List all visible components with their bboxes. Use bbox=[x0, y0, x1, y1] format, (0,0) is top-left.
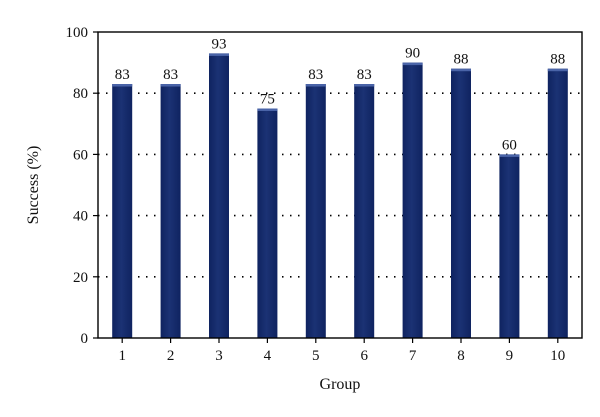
bar-cap bbox=[305, 84, 326, 87]
data-labels: 83 83 93 75 83 83 90 88 60 88 bbox=[115, 36, 566, 153]
bar-cap bbox=[160, 84, 181, 87]
data-label: 88 bbox=[454, 52, 469, 68]
bar bbox=[402, 62, 423, 338]
x-tick-label: 9 bbox=[506, 348, 514, 364]
bar bbox=[160, 84, 181, 339]
bar-cap bbox=[402, 62, 423, 66]
x-tick-label: 6 bbox=[360, 348, 368, 364]
bar-cap bbox=[112, 84, 133, 87]
data-label: 90 bbox=[405, 46, 420, 62]
data-label: 83 bbox=[115, 67, 130, 83]
y-tick-label: 60 bbox=[73, 147, 88, 163]
bars bbox=[112, 53, 568, 339]
plot-frame bbox=[97, 31, 583, 339]
data-label: 75 bbox=[260, 92, 275, 108]
bar-cap bbox=[451, 68, 471, 72]
bar bbox=[354, 84, 375, 339]
x-tick-label: 1 bbox=[118, 348, 126, 364]
data-label: 83 bbox=[163, 67, 178, 83]
data-label: 60 bbox=[502, 137, 517, 153]
bar-cap bbox=[547, 68, 568, 72]
x-tick-label: 8 bbox=[457, 348, 465, 364]
x-tick-label: 5 bbox=[312, 348, 320, 364]
x-tick-label: 4 bbox=[264, 348, 272, 364]
y-tick-label: 0 bbox=[81, 331, 89, 347]
y-tick-label: 20 bbox=[73, 270, 88, 286]
data-label: 83 bbox=[357, 67, 372, 83]
bar-cap bbox=[257, 108, 278, 111]
x-tick-label: 3 bbox=[215, 348, 223, 364]
y-tick-label: 100 bbox=[66, 25, 89, 41]
bar-cap bbox=[354, 84, 375, 87]
x-tick-label: 7 bbox=[409, 348, 417, 364]
bar bbox=[257, 108, 278, 338]
bar-cap bbox=[209, 53, 229, 56]
bar bbox=[209, 53, 229, 339]
y-tick-label: 40 bbox=[73, 209, 88, 225]
data-label: 93 bbox=[212, 36, 227, 52]
y-axis-title: Success (%) bbox=[25, 146, 42, 225]
bar bbox=[547, 68, 568, 338]
axes: 0 20 40 60 80 100 1 2 3 4 5 6 7 8 9 10 bbox=[66, 25, 566, 364]
data-label: 83 bbox=[308, 67, 323, 83]
bar bbox=[305, 84, 326, 339]
x-tick-label: 10 bbox=[550, 348, 565, 364]
bar bbox=[451, 68, 471, 338]
bar-cap bbox=[499, 154, 520, 157]
x-axis-title: Group bbox=[320, 376, 361, 393]
bar bbox=[112, 84, 133, 339]
x-tick-label: 2 bbox=[167, 348, 175, 364]
y-tick-label: 80 bbox=[73, 86, 88, 102]
data-label: 88 bbox=[550, 52, 565, 68]
bar bbox=[499, 154, 520, 338]
